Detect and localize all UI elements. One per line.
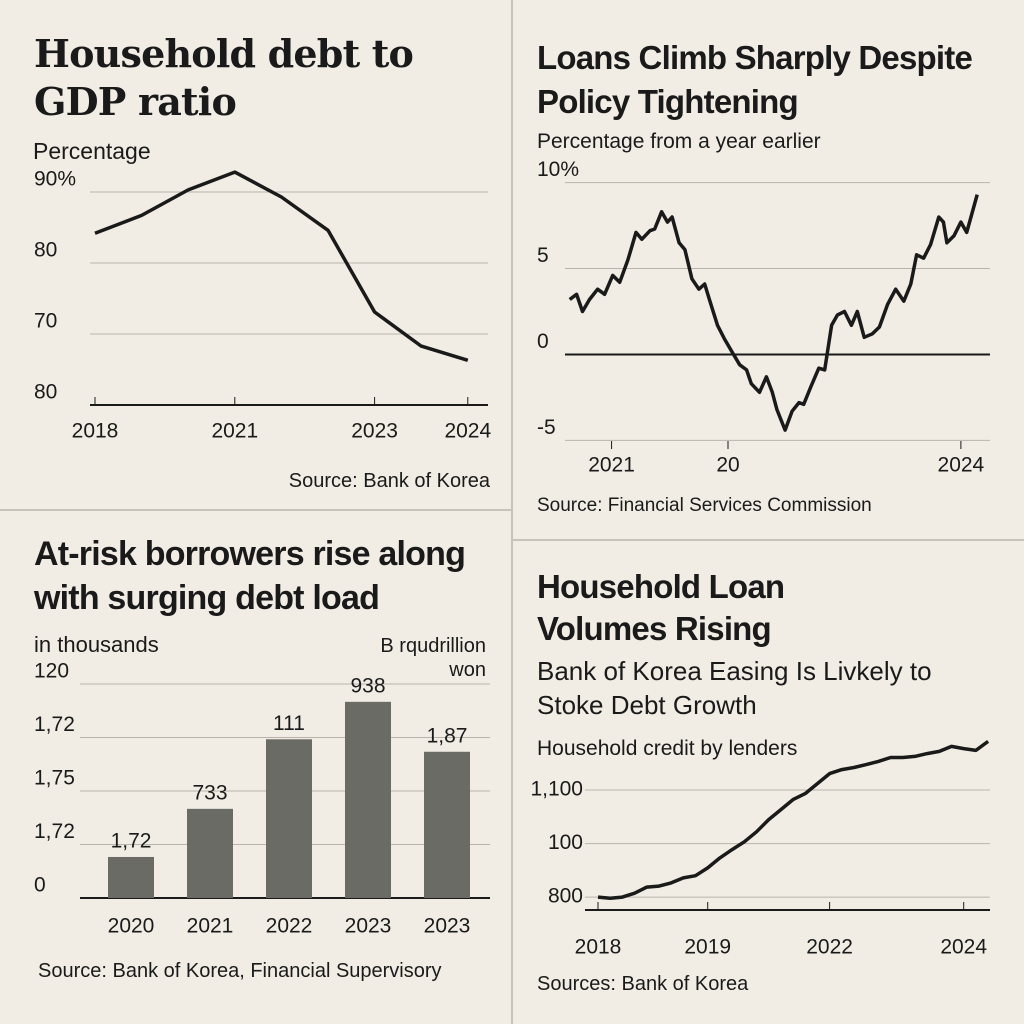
subtitle: Bank of Korea Easing Is Livkely to Stoke… <box>537 656 932 720</box>
x-tick-label: 2022 <box>806 936 853 959</box>
value-label: 1,87 <box>427 724 468 747</box>
x-tick-label: 20 <box>716 454 739 477</box>
line <box>94 170 469 362</box>
x-tick-label: 2018 <box>72 420 119 443</box>
bar <box>424 751 470 898</box>
y-tick-label: -5 <box>537 416 556 439</box>
value-label: 1,72 <box>111 830 152 853</box>
y-tick-label: 0 <box>34 874 46 897</box>
y-tick-label: 70 <box>34 310 57 333</box>
value-label: 111 <box>273 712 305 735</box>
x-tick-label: 2021 <box>211 420 258 443</box>
y-tick-label: 1,72 <box>34 820 75 843</box>
source: Source: Bank of Korea, Financial Supervi… <box>38 960 442 982</box>
x-tick-label: 2023 <box>424 915 471 938</box>
source: Sources: Bank of Korea <box>537 973 749 995</box>
chart-title: At-risk borrowers rise along with surgin… <box>34 535 466 617</box>
axis-label: Household credit by lenders <box>537 737 798 760</box>
x-tick-label: 2021 <box>187 915 234 938</box>
x-tick-label: 2022 <box>266 915 313 938</box>
y-tick-label: 1,72 <box>34 713 75 736</box>
x-tick-label: 2020 <box>108 915 155 938</box>
bar <box>345 701 391 898</box>
bar <box>187 808 233 898</box>
axis-label: Percentage from a year earlier <box>537 130 821 153</box>
x-tick-label: 2024 <box>940 936 987 959</box>
y-tick-label: 120 <box>34 660 69 683</box>
y-tick-label: 800 <box>548 885 583 908</box>
y-tick-label: 1,75 <box>34 767 75 790</box>
unit-label: B rqudrillion won <box>380 635 486 681</box>
y-tick-label: 5 <box>537 244 549 267</box>
y-tick-label: 10% <box>537 158 579 181</box>
line <box>597 739 990 900</box>
axis-label: in thousands <box>34 632 159 657</box>
value-label: 938 <box>350 674 385 697</box>
y-tick-label: 90% <box>34 168 76 191</box>
source: Source: Bank of Korea <box>288 470 490 492</box>
x-tick-label: 2023 <box>345 915 392 938</box>
line <box>568 194 979 432</box>
x-tick-label: 2019 <box>684 936 731 959</box>
x-tick-label: 2024 <box>938 454 985 477</box>
chart-title: Household Loan Volumes Rising <box>537 568 785 647</box>
x-tick-label: 2018 <box>575 936 622 959</box>
x-tick-label: 2023 <box>351 420 398 443</box>
y-tick-label: 1,100 <box>530 778 583 801</box>
source: Source: Financial Services Commission <box>537 495 872 516</box>
chart-title: Household debt to GDP ratio <box>34 31 414 124</box>
y-tick-label: 80 <box>34 381 57 404</box>
bar <box>108 856 154 898</box>
chart-title: Loans Climb Sharply Despite Policy Tight… <box>537 39 973 120</box>
axis-label: Percentage <box>33 138 151 164</box>
x-tick-label: 2021 <box>588 454 635 477</box>
y-tick-label: 100 <box>548 831 583 854</box>
y-tick-label: 80 <box>34 239 57 262</box>
y-tick-label: 0 <box>537 330 549 353</box>
value-label: 733 <box>192 781 227 804</box>
x-tick-label: 2024 <box>444 420 491 443</box>
bar <box>266 739 312 898</box>
